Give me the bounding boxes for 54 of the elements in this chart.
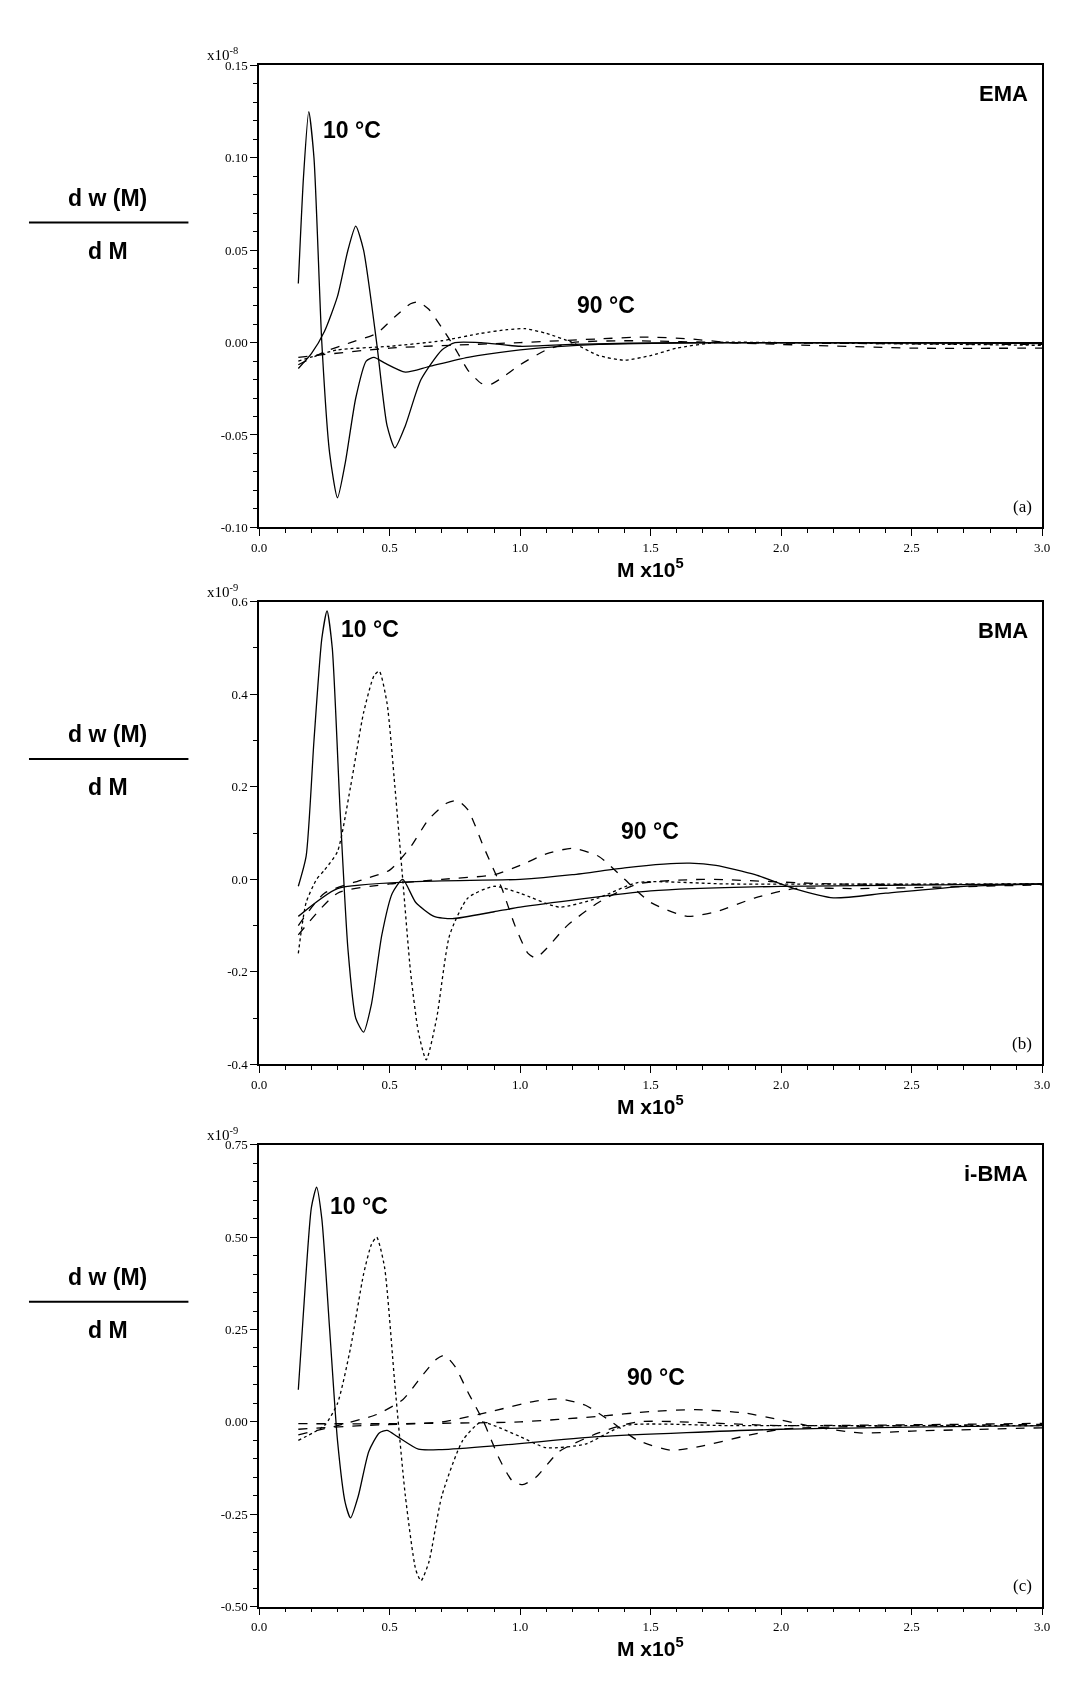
y-axis-title: d w (M) d M — [68, 185, 148, 264]
x-tick-label: 1.0 — [512, 539, 529, 555]
x-tick-label: 1.0 — [512, 1076, 529, 1092]
y-tick-label: 0.2 — [231, 779, 248, 795]
y-tick-label: 0.00 — [225, 1414, 248, 1430]
y-tick-label: -0.25 — [220, 1506, 248, 1522]
annotation: 10 °C — [341, 616, 399, 642]
y-tick-label: 0.05 — [225, 242, 248, 258]
x-tick-label: 3.0 — [1034, 539, 1051, 555]
x-tick-label: 1.5 — [642, 1618, 659, 1634]
y-tick-label: 0.4 — [231, 686, 249, 702]
y-tick-label: 0.0 — [231, 871, 248, 887]
x-tick-label: 1.5 — [642, 539, 659, 555]
x-tick-label: 3.0 — [1034, 1618, 1051, 1634]
x-tick-label: 0.5 — [381, 1618, 398, 1634]
annotation: (c) — [1013, 1576, 1032, 1595]
text: i-BMA — [964, 1161, 1028, 1186]
annotation: (b) — [1012, 1034, 1032, 1053]
y-tick-label: -0.4 — [227, 1057, 249, 1073]
x-tick-label: 2.0 — [773, 1618, 790, 1634]
x-axis-title: M x10$^{5}$ — [617, 1092, 684, 1118]
annotation: 10 °C — [330, 1193, 388, 1219]
annotation: 10 °C — [323, 117, 381, 143]
text: BMA — [978, 618, 1029, 643]
x-tick-label: 0.5 — [381, 539, 398, 555]
x-tick-label: 3.0 — [1034, 1076, 1051, 1092]
y-tick-label: -0.2 — [227, 964, 248, 980]
x-tick-label: 2.5 — [903, 1076, 920, 1092]
y-axis-title: d w (M) d M — [68, 1264, 148, 1343]
y-tick-label: 0.50 — [225, 1229, 248, 1245]
y-tick-label: -0.50 — [220, 1599, 248, 1615]
x-tick-label: 0.5 — [381, 1076, 398, 1092]
x-tick-label: 2.0 — [773, 539, 790, 555]
x-axis-title: M x10$^{5}$ — [617, 1634, 684, 1660]
annotation: 90 °C — [627, 1364, 685, 1390]
x-tick-label: 0.0 — [251, 539, 268, 555]
y-tick-label: -0.05 — [220, 427, 248, 443]
x-tick-label: 1.5 — [642, 1076, 659, 1092]
y-tick-label: -0.10 — [220, 519, 248, 535]
text: EMA — [979, 81, 1028, 106]
x-tick-label: 1.0 — [512, 1618, 529, 1634]
x-axis-title: M x10$^{5}$ — [617, 555, 684, 581]
y-tick-label: 0.10 — [225, 150, 248, 166]
y-tick-label: 0.00 — [225, 335, 248, 351]
x-tick-label: 2.5 — [903, 1618, 920, 1634]
x-tick-label: 0.0 — [251, 1076, 268, 1092]
annotation: 90 °C — [621, 818, 679, 844]
y-axis-title: d w (M) d M — [68, 721, 148, 800]
annotation: (a) — [1013, 497, 1032, 516]
annotation: 90 °C — [577, 292, 635, 318]
x-tick-label: 2.5 — [903, 539, 920, 555]
x-tick-label: 0.0 — [251, 1618, 268, 1634]
x-tick-label: 2.0 — [773, 1076, 790, 1092]
y-tick-label: 0.25 — [225, 1322, 248, 1338]
